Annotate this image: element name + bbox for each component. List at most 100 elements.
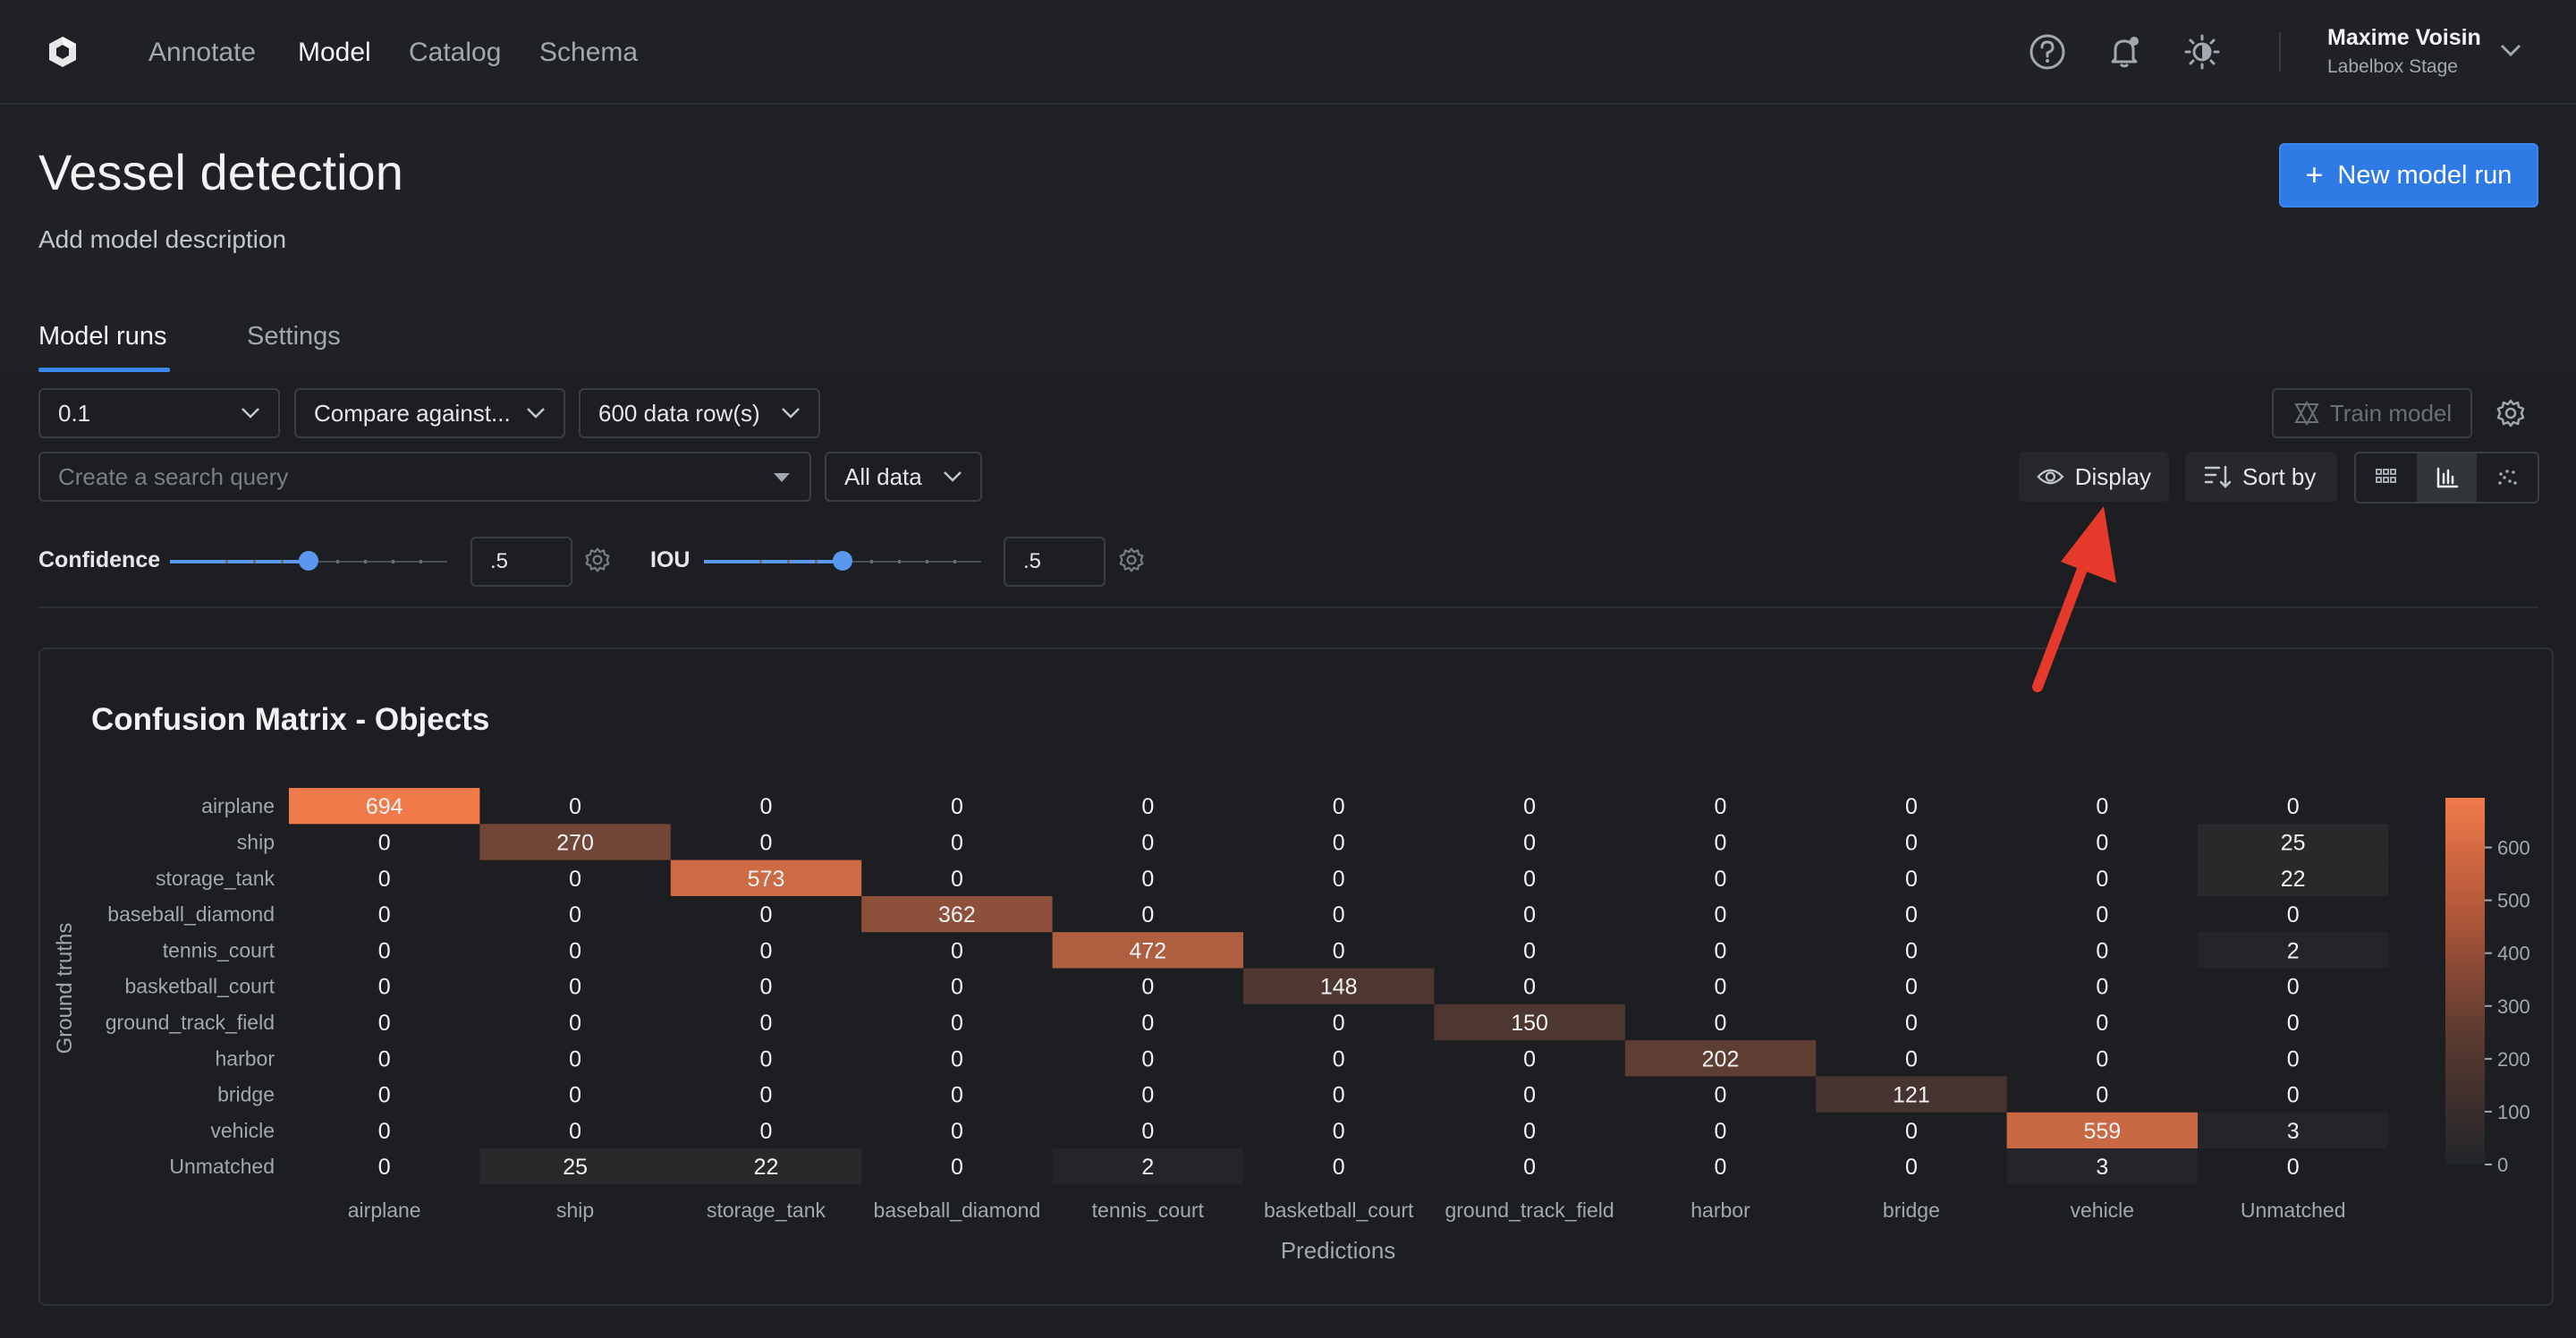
matrix-cell-value: 0 <box>1333 1046 1345 1071</box>
theme-toggle-icon[interactable] <box>2182 32 2222 72</box>
confidence-slider-thumb[interactable] <box>299 551 318 571</box>
data-filter-value: All data <box>844 462 922 490</box>
matrix-cell-value: 0 <box>2096 794 2108 819</box>
iou-slider[interactable] <box>704 551 981 571</box>
iou-settings-icon[interactable] <box>1118 546 1145 573</box>
matrix-cell-value: 25 <box>2281 830 2306 855</box>
chevron-down-icon[interactable] <box>2499 41 2522 59</box>
matrix-cell-value: 0 <box>1333 830 1345 855</box>
matrix-cell[interactable] <box>1243 968 1435 1004</box>
train-icon <box>2294 400 2319 427</box>
user-name[interactable]: Maxime Voisin <box>2327 25 2481 50</box>
sort-by-button[interactable]: Sort by <box>2185 452 2337 502</box>
notification-bell-icon[interactable] <box>2105 32 2144 72</box>
view-mode-toggle <box>2354 452 2539 504</box>
search-query-input[interactable]: Create a search query <box>38 452 811 502</box>
matrix-cell[interactable] <box>1434 1004 1625 1041</box>
model-run-version-select[interactable]: 0.1 <box>38 388 280 438</box>
matrix-cell[interactable] <box>479 1148 671 1185</box>
matrix-cell-value: 0 <box>1905 975 1918 1000</box>
nav-annotate[interactable]: Annotate <box>148 38 257 67</box>
new-model-run-label: New model run <box>2337 160 2512 190</box>
help-icon[interactable] <box>2028 32 2067 72</box>
matrix-cell[interactable] <box>670 860 862 896</box>
compare-against-select[interactable]: Compare against... <box>294 388 565 438</box>
matrix-cell-value: 0 <box>760 1046 773 1071</box>
sort-icon <box>2204 465 2232 488</box>
matrix-cell[interactable] <box>2198 860 2389 896</box>
matrix-cell[interactable] <box>1052 932 1243 969</box>
matrix-cell-value: 0 <box>1715 794 1727 819</box>
matrix-cell-value: 559 <box>2083 1119 2121 1144</box>
matrix-cell[interactable] <box>2006 1112 2198 1148</box>
nav-schema[interactable]: Schema <box>539 38 639 67</box>
matrix-cell-value: 0 <box>1715 1155 1727 1180</box>
matrix-cell[interactable] <box>479 824 671 860</box>
model-description[interactable]: Add model description <box>38 225 287 253</box>
colorbar-tick-label: 100 <box>2497 1101 2530 1123</box>
data-rows-select[interactable]: 600 data row(s) <box>579 388 820 438</box>
matrix-cell[interactable] <box>2006 1148 2198 1185</box>
labelbox-logo-icon[interactable] <box>47 36 79 68</box>
matrix-cell-value: 0 <box>2287 794 2300 819</box>
matrix-cell-value: 0 <box>569 794 581 819</box>
new-model-run-button[interactable]: + New model run <box>2279 143 2538 207</box>
data-rows-value: 600 data row(s) <box>598 399 760 427</box>
matrix-cell-value: 0 <box>1715 938 1727 963</box>
grid-view-button[interactable] <box>2356 453 2417 502</box>
display-button[interactable]: Display <box>2019 452 2169 502</box>
matrix-cell[interactable] <box>1816 1076 2007 1113</box>
chevron-down-icon <box>527 408 545 419</box>
x-tick-label: harbor <box>1690 1198 1750 1222</box>
matrix-cell-value: 0 <box>951 1083 963 1108</box>
tab-model-runs[interactable]: Model runs <box>38 322 167 351</box>
matrix-cell-value: 148 <box>1320 975 1358 1000</box>
matrix-cell[interactable] <box>2198 1112 2389 1148</box>
matrix-cell-value: 0 <box>1523 938 1536 963</box>
matrix-cell-value: 0 <box>1523 975 1536 1000</box>
matrix-cell-value: 0 <box>569 1011 581 1036</box>
train-model-button[interactable]: Train model <box>2272 388 2472 438</box>
matrix-cell[interactable] <box>1052 1148 1243 1185</box>
matrix-cell-value: 0 <box>378 1155 391 1180</box>
matrix-cell[interactable] <box>289 788 480 825</box>
matrix-cell-value: 0 <box>1523 1155 1536 1180</box>
matrix-cell-value: 0 <box>2096 867 2108 892</box>
matrix-cell-value: 0 <box>2096 902 2108 927</box>
matrix-cell-value: 0 <box>1905 938 1918 963</box>
matrix-cell-value: 0 <box>760 794 773 819</box>
top-navigation <box>0 0 2576 105</box>
metrics-view-button[interactable] <box>2416 453 2478 502</box>
settings-gear-icon[interactable] <box>2496 398 2526 428</box>
confidence-input[interactable]: .5 <box>470 537 572 587</box>
matrix-cell-value: 0 <box>2287 902 2300 927</box>
nav-catalog[interactable]: Catalog <box>409 38 502 67</box>
page-title: Vessel detection <box>38 144 403 200</box>
nav-model[interactable]: Model <box>298 38 371 67</box>
matrix-cell[interactable] <box>861 895 1053 933</box>
projector-view-button[interactable] <box>2477 453 2538 502</box>
matrix-cell[interactable] <box>2198 824 2389 860</box>
confidence-settings-icon[interactable] <box>584 546 611 573</box>
iou-input[interactable]: .5 <box>1004 537 1106 587</box>
matrix-cell[interactable] <box>1624 1040 1817 1077</box>
tab-settings[interactable]: Settings <box>247 322 341 351</box>
matrix-cell-value: 0 <box>951 1046 963 1071</box>
data-filter-select[interactable]: All data <box>825 452 982 502</box>
matrix-cell-value: 0 <box>1523 1119 1536 1144</box>
x-tick-label: Unmatched <box>2241 1198 2346 1222</box>
chart-title: Confusion Matrix - Objects <box>91 702 490 737</box>
plus-icon: + <box>2305 158 2324 192</box>
iou-slider-thumb[interactable] <box>833 551 852 571</box>
colorbar <box>2445 798 2485 1164</box>
colorbar-tick-label: 400 <box>2497 943 2530 965</box>
user-organization[interactable]: Labelbox Stage <box>2327 56 2458 77</box>
compare-against-value: Compare against... <box>314 399 511 427</box>
matrix-cell[interactable] <box>2198 932 2389 969</box>
matrix-cell[interactable] <box>670 1148 862 1185</box>
confidence-slider[interactable] <box>170 551 447 571</box>
caret-down-icon[interactable] <box>774 473 790 482</box>
colorbar-tick-label: 500 <box>2497 890 2530 912</box>
grid-icon <box>2375 469 2396 483</box>
